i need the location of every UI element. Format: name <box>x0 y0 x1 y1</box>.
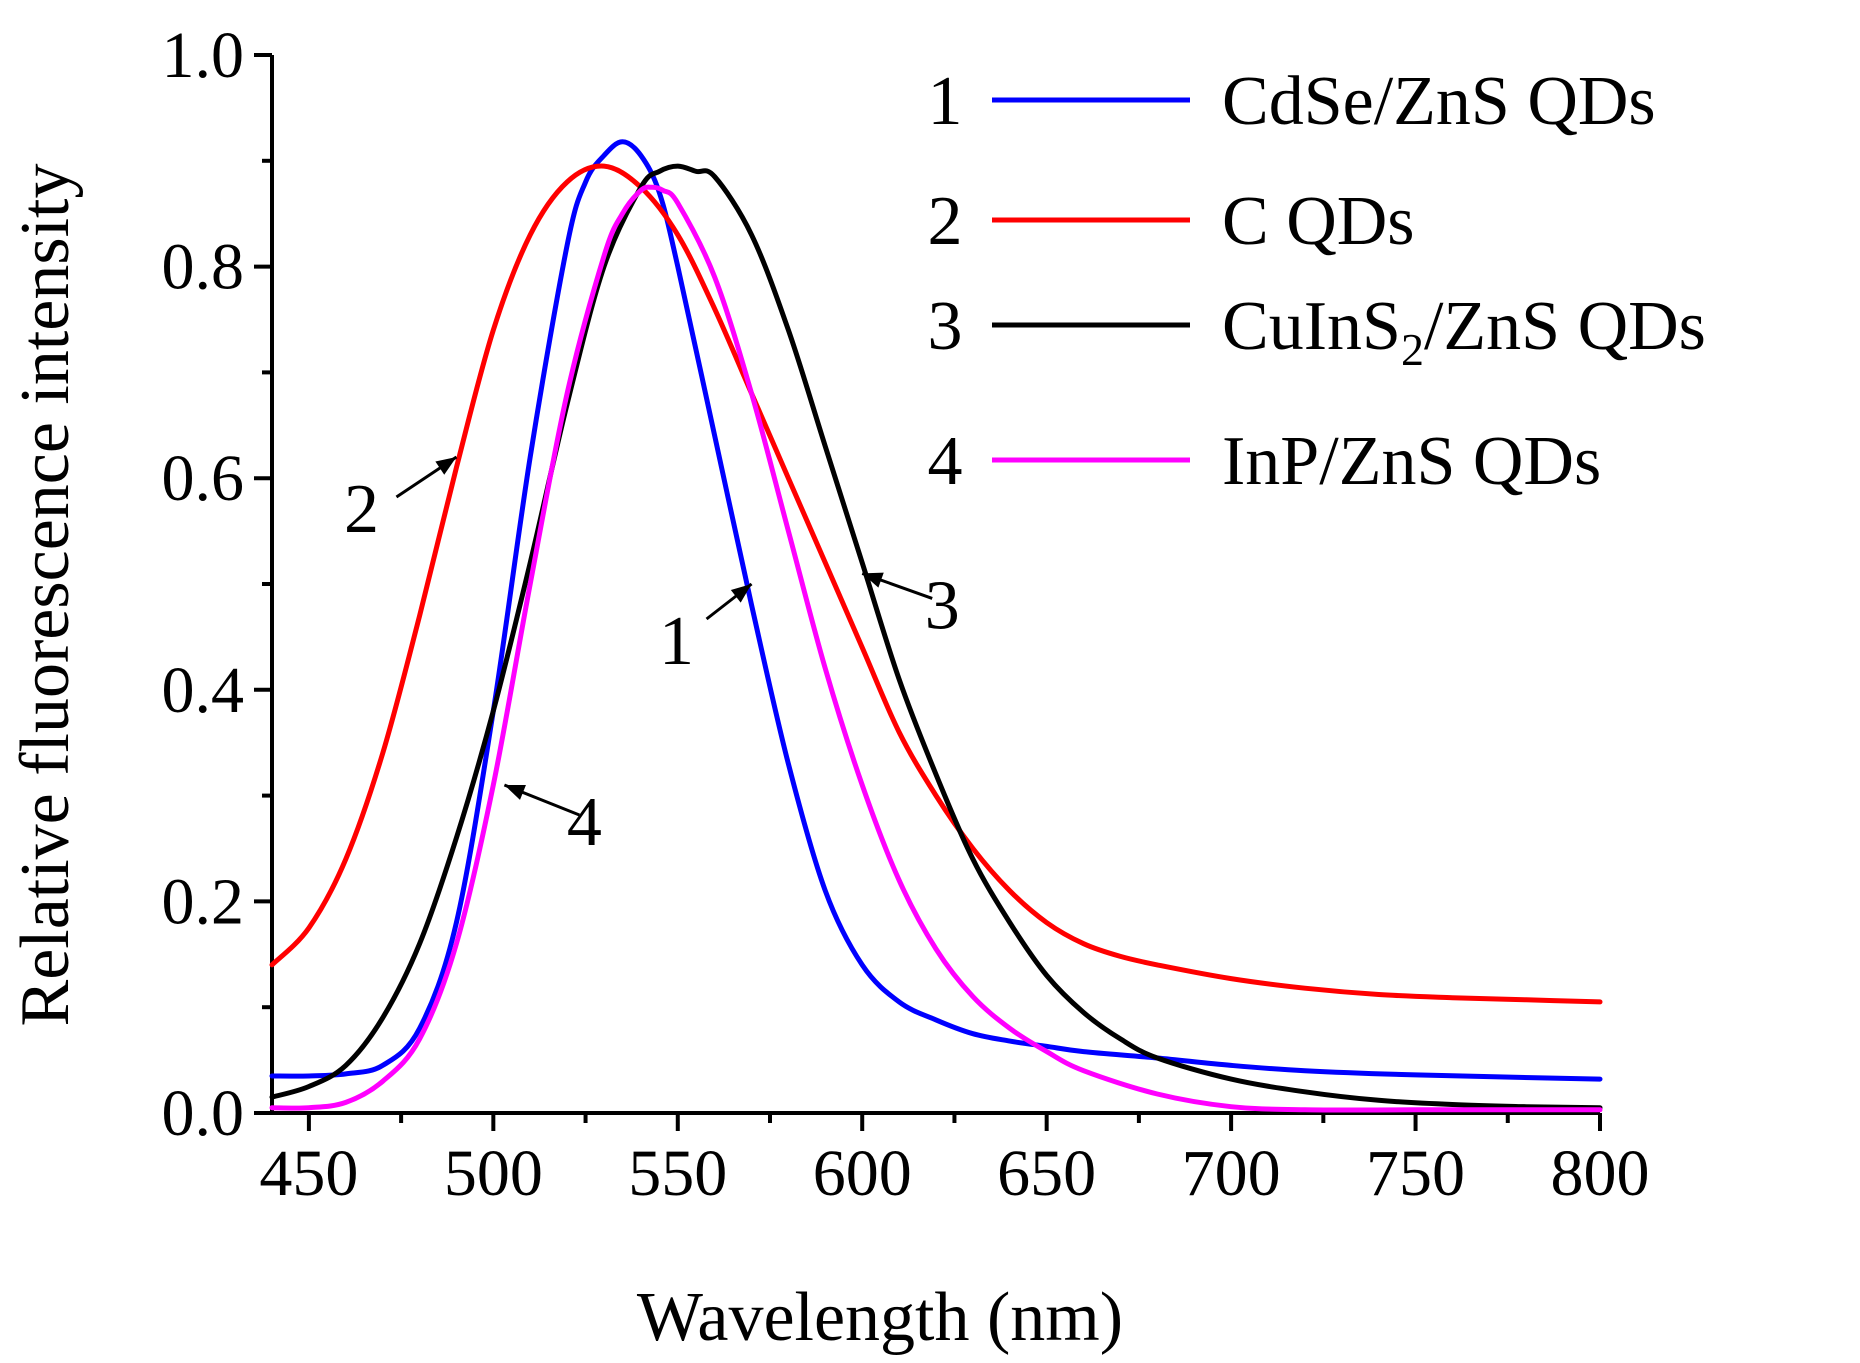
series-line-4 <box>269 184 1603 1113</box>
annotation-arrowhead <box>862 572 884 588</box>
y-tick-label: 0.2 <box>162 865 245 938</box>
legend-label-rest: /ZnS QDs <box>1424 288 1706 365</box>
series-line-1 <box>269 139 1603 1082</box>
x-tick-label: 800 <box>1551 1137 1650 1210</box>
y-tick-label: 0.6 <box>162 442 245 515</box>
annotations: 2 1 3 4 <box>344 455 960 861</box>
x-tick-label: 700 <box>1182 1137 1281 1210</box>
x-axis-title: Wavelength (nm) <box>637 1279 1123 1356</box>
series-line-3 <box>269 163 1603 1111</box>
annotation-label: 3 <box>925 567 960 644</box>
x-tick-label: 750 <box>1366 1137 1465 1210</box>
x-tick-label: 450 <box>259 1137 358 1210</box>
y-tick-label: 0.4 <box>162 654 245 727</box>
y-tick-label: 0.8 <box>162 231 245 304</box>
legend-label-3: CuInS2/ZnS QDs <box>1222 288 1706 375</box>
series-group <box>269 139 1603 1113</box>
legend-number-2: 2 <box>928 183 963 260</box>
legend-label-main: CuInS <box>1222 288 1401 365</box>
legend-label-subscript: 2 <box>1401 324 1424 375</box>
annotation-arrowhead <box>730 584 752 603</box>
legend-number-3: 3 <box>928 288 963 365</box>
legend-label-2: C QDs <box>1222 183 1415 260</box>
annotation-label: 4 <box>567 784 602 861</box>
x-tick-label: 550 <box>628 1137 727 1210</box>
legend-label-4: InP/ZnS QDs <box>1222 423 1601 500</box>
series-line-2 <box>269 163 1603 1005</box>
x-tick-label: 650 <box>997 1137 1096 1210</box>
annotation-arrowhead <box>504 785 526 800</box>
legend-label-1: CdSe/ZnS QDs <box>1222 63 1656 140</box>
y-axis-title: Relative fluorescence intensity <box>7 163 84 1026</box>
y-tick-label: 1.0 <box>162 19 245 92</box>
x-axis-ticks: 450 500 550 600 650 700 750 800 <box>259 1113 1650 1210</box>
x-tick-label: 600 <box>813 1137 912 1210</box>
annotation-arrowhead <box>435 457 457 475</box>
y-tick-label: 0.0 <box>162 1077 245 1150</box>
annotation-label: 2 <box>344 471 379 548</box>
legend-number-4: 4 <box>928 423 963 500</box>
legend-number-1: 1 <box>928 63 963 140</box>
y-axis-ticks: 0.0 0.2 0.4 0.6 0.8 1.0 <box>162 19 272 1150</box>
annotation-label: 1 <box>659 603 694 680</box>
x-tick-label: 500 <box>444 1137 543 1210</box>
